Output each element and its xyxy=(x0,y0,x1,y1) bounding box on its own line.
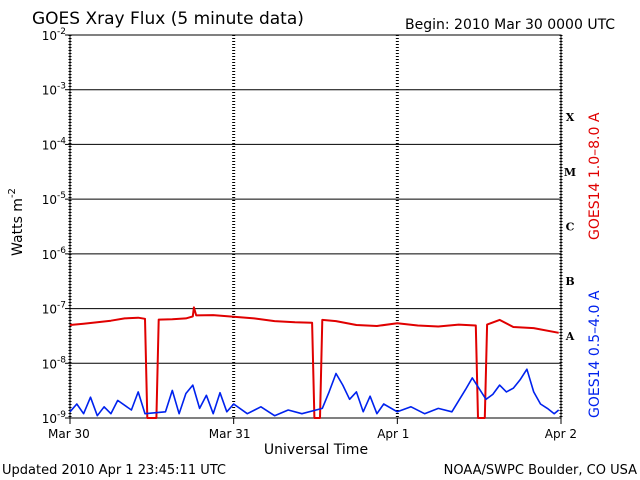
updated-timestamp: Updated 2010 Apr 1 23:45:11 UTC xyxy=(2,463,226,478)
y-tick-label: 10-2 xyxy=(42,27,66,43)
y-tick-label: 10-7 xyxy=(42,301,66,317)
y-axis-label-exponent: -2 xyxy=(7,188,18,198)
data-source: NOAA/SWPC Boulder, CO USA xyxy=(444,463,637,478)
y-tick-exponent: -6 xyxy=(57,246,66,256)
begin-time: Begin: 2010 Mar 30 0000 UTC xyxy=(405,17,615,33)
y-tick-label: 10-3 xyxy=(42,82,66,98)
y-tick-exponent: -9 xyxy=(57,410,66,420)
x-tick-label: Mar 30 xyxy=(48,427,90,441)
y-axis-label: Watts m-2 xyxy=(7,188,26,256)
y-tick-base: 10 xyxy=(42,84,57,98)
x-tick-label: Apr 2 xyxy=(545,427,577,441)
y-tick-exponent: -2 xyxy=(57,27,66,37)
legend-series-short: GOES14 0.5–4.0 A xyxy=(587,290,603,418)
flare-class-label: X xyxy=(566,111,575,124)
x-tick-label: Apr 1 xyxy=(377,427,409,441)
y-tick-base: 10 xyxy=(42,303,57,317)
flare-class-label: A xyxy=(565,330,575,343)
y-tick-exponent: -7 xyxy=(57,301,66,311)
y-tick-base: 10 xyxy=(42,138,57,152)
y-tick-label: 10-5 xyxy=(42,191,66,207)
y-tick-exponent: -3 xyxy=(57,82,66,92)
y-tick-label: 10-4 xyxy=(42,136,67,152)
y-tick-base: 10 xyxy=(42,29,57,43)
flare-class-label: C xyxy=(566,221,575,234)
x-tick-label: Mar 31 xyxy=(209,427,251,441)
plot-frame xyxy=(69,34,562,419)
flare-class-label: M xyxy=(564,166,576,179)
series-line-long-wavelength xyxy=(69,306,559,419)
chart-title: GOES Xray Flux (5 minute data) xyxy=(32,9,304,29)
y-tick-exponent: -8 xyxy=(57,355,66,365)
y-tick-exponent: -4 xyxy=(57,136,66,146)
y-tick-exponent: -5 xyxy=(57,191,66,201)
flare-class-label: B xyxy=(565,275,574,288)
x-axis-label: Universal Time xyxy=(264,442,368,458)
series-line-short-wavelength xyxy=(69,368,560,417)
y-tick-base: 10 xyxy=(42,248,57,262)
y-tick-label: 10-6 xyxy=(42,246,67,262)
y-tick-label: 10-9 xyxy=(42,410,67,426)
plot-area: Mar 30 Mar 31 Apr 1 Apr 210-910-810-710-610… xyxy=(42,27,577,441)
legend-series-long: GOES14 1.0–8.0 A xyxy=(587,112,603,240)
y-tick-base: 10 xyxy=(42,193,57,207)
y-tick-base: 10 xyxy=(42,357,57,371)
y-tick-base: 10 xyxy=(42,412,57,426)
y-tick-label: 10-8 xyxy=(42,355,67,371)
y-axis-label-text: Watts m xyxy=(10,198,26,256)
